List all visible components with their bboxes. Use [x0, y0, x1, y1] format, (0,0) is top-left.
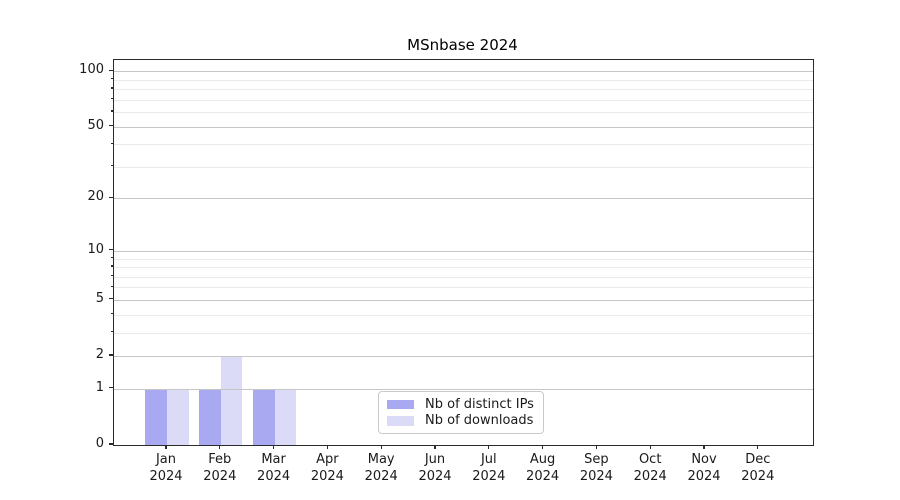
x-tick-mark: [273, 445, 275, 449]
y-minor-tick-mark: [110, 110, 113, 112]
x-tick-mark: [703, 445, 705, 449]
y-minor-tick-mark: [110, 285, 113, 287]
x-tick-label: Dec 2024: [741, 452, 775, 484]
gridline-minor: [114, 99, 813, 101]
gridline-major: [114, 126, 813, 128]
gridline-major: [114, 198, 813, 200]
x-tick-mark: [757, 445, 759, 449]
x-tick-label: Apr 2024: [310, 452, 344, 484]
x-tick-mark: [649, 445, 651, 449]
y-minor-tick-mark: [110, 313, 113, 315]
y-minor-tick-mark: [110, 274, 113, 277]
gridline-major: [114, 356, 813, 358]
legend-entry: Nb of downloads: [387, 413, 535, 430]
x-tick-label: Sep 2024: [579, 452, 613, 484]
gridline-minor: [114, 258, 813, 260]
y-tick-label: 2: [95, 347, 104, 363]
x-tick-label: Jul 2024: [472, 452, 506, 484]
gridline-minor: [114, 276, 813, 278]
gridline-minor: [114, 332, 813, 334]
x-tick-label: Nov 2024: [687, 452, 721, 484]
y-minor-tick-mark: [110, 331, 113, 333]
y-minor-tick-mark: [110, 165, 113, 167]
x-tick-mark: [326, 445, 328, 449]
gridline-major: [114, 388, 813, 390]
plot-area: [113, 59, 814, 446]
legend: Nb of distinct IPs Nb of downloads: [378, 391, 544, 434]
gridline-minor: [114, 267, 813, 269]
x-tick-label: May 2024: [364, 452, 398, 484]
legend-swatch: [387, 416, 414, 426]
x-tick-mark: [595, 445, 597, 449]
x-tick-label: Feb 2024: [203, 452, 237, 484]
x-tick-label: Jun 2024: [418, 452, 452, 484]
y-tick-mark: [108, 249, 113, 251]
y-tick-mark: [108, 69, 113, 71]
x-tick-label: Aug 2024: [526, 452, 560, 484]
x-tick-mark: [434, 445, 436, 449]
y-minor-tick-mark: [110, 256, 113, 259]
gridline-major: [114, 250, 813, 252]
x-tick-label: Jan 2024: [149, 452, 183, 484]
gridline-minor: [114, 166, 813, 168]
x-tick-label: Mar 2024: [257, 452, 291, 484]
legend-label: Nb of distinct IPs: [425, 396, 534, 412]
y-minor-tick-mark: [110, 87, 113, 89]
y-tick-label: 20: [87, 189, 104, 205]
y-minor-tick-mark: [110, 142, 113, 144]
bar-distinct-ips: [145, 388, 167, 445]
gridline-minor: [114, 79, 813, 81]
legend-label: Nb of downloads: [425, 413, 534, 429]
bar-downloads: [220, 356, 243, 445]
y-tick-mark: [108, 387, 113, 389]
y-tick-label: 1: [95, 379, 104, 395]
gridline-minor: [114, 112, 813, 114]
bar-downloads: [167, 388, 189, 445]
chart-title: MSnbase 2024: [407, 36, 518, 54]
y-tick-mark: [108, 196, 113, 198]
x-tick-label: Oct 2024: [633, 452, 667, 484]
y-tick-mark: [108, 354, 113, 356]
x-tick-mark: [542, 445, 544, 449]
y-tick-label: 10: [87, 241, 104, 257]
y-minor-tick-mark: [110, 78, 113, 80]
bar-distinct-ips: [253, 388, 275, 445]
gridline-minor: [114, 89, 813, 91]
x-tick-mark: [219, 445, 221, 449]
gridline-major: [114, 299, 813, 301]
y-tick-label: 0: [95, 436, 104, 451]
gridline-minor: [114, 287, 813, 289]
x-tick-mark: [380, 445, 382, 449]
gridline-minor: [114, 144, 813, 146]
x-tick-mark: [488, 445, 490, 449]
y-minor-tick-mark: [110, 265, 113, 267]
legend-entry: Nb of distinct IPs: [387, 396, 535, 413]
bar-distinct-ips: [199, 388, 221, 445]
y-tick-mark: [108, 443, 113, 445]
y-tick-mark: [108, 124, 113, 127]
gridline-minor: [114, 314, 813, 316]
y-tick-label: 50: [87, 117, 104, 133]
x-tick-mark: [165, 445, 167, 449]
y-tick-label: 100: [79, 62, 104, 78]
legend-swatch: [387, 399, 414, 409]
bar-downloads: [274, 388, 297, 445]
y-tick-label: 5: [95, 290, 104, 306]
y-tick-mark: [108, 298, 113, 300]
gridline-major: [114, 71, 813, 73]
y-minor-tick-mark: [110, 98, 113, 100]
